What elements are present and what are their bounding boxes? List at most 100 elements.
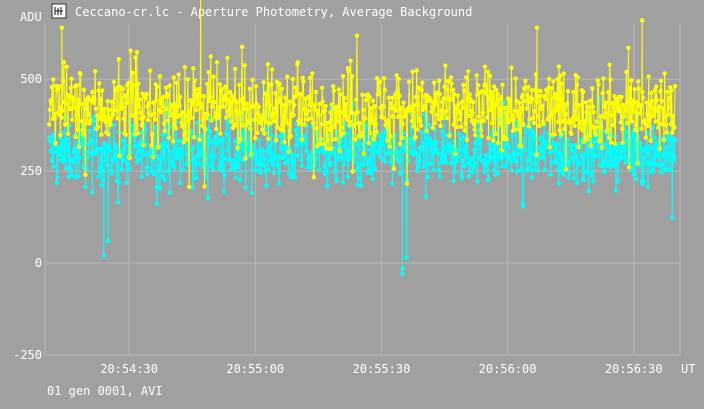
series-segment [251,155,253,193]
data-point [205,112,211,118]
data-point [271,170,277,175]
series-segment [430,145,432,164]
series-segment [210,56,212,121]
data-point [361,151,367,157]
data-point [388,134,393,139]
series-segment [348,71,350,126]
data-point [499,148,504,153]
series-segment [497,99,500,144]
series-segment [408,81,411,108]
series-segment [483,85,485,122]
data-point [577,125,582,130]
y-tick-label: 500 [20,72,42,86]
series-segment [460,139,462,175]
series-segment [265,95,268,123]
y-tick-label: -250 [13,348,42,362]
series-segment [281,88,283,125]
data-point [264,183,269,189]
data-point [537,123,542,129]
series-segment [179,96,182,116]
series-segment [101,90,104,120]
series-segment [116,87,119,119]
series-segment [660,80,663,101]
series-segment [300,143,302,161]
series-segment [176,82,178,117]
data-point [361,162,367,167]
series-segment [213,76,215,103]
data-point [262,156,267,161]
data-point [365,157,371,162]
data-point [506,145,511,150]
series-segment [67,95,70,134]
series-segment [297,141,299,156]
data-point [319,121,324,127]
series-segment [69,88,72,110]
data-point [368,170,374,176]
series-segment [334,148,337,179]
series-segment [164,87,167,110]
series-segment [625,131,628,161]
series-segment [355,99,357,140]
series-segment [83,89,86,109]
series-segment [327,129,330,149]
series-segment [478,92,481,122]
data-point [450,87,456,92]
data-point [339,125,344,131]
data-point [509,65,514,70]
series-segment [224,158,226,176]
data-point [436,116,441,122]
series-segment [114,88,116,111]
data-point [434,140,439,145]
data-point [354,142,359,148]
series-segment [591,88,594,107]
data-point [363,116,368,121]
data-point [545,117,550,122]
data-point [639,18,645,23]
series-segment [524,80,527,101]
series-segment [434,95,437,124]
series-segment [247,124,250,144]
series-segment [344,124,347,159]
series-segment [323,110,326,144]
series-segment [472,102,475,125]
series-segment [169,85,171,116]
series-segment [94,71,97,109]
series-segment [281,133,283,158]
series-segment [255,86,258,105]
data-point [276,181,282,186]
data-point [159,109,164,115]
series-segment [538,96,541,126]
series-segment [554,110,556,135]
series-segment [515,78,517,102]
series-segment [664,73,666,117]
data-point [460,105,465,110]
series-segment [356,35,359,113]
series-segment [185,115,188,140]
series-segment [669,139,672,170]
series-segment [268,146,270,170]
series-segment [240,100,242,139]
series-segment [501,84,504,139]
series-segment [503,102,506,155]
data-point [366,140,371,146]
series-segment [277,102,279,128]
data-point [349,74,355,79]
series-segment [374,106,377,125]
series-segment [673,86,676,128]
data-point [462,128,468,133]
series-segment [476,138,479,182]
series-segment [462,84,464,108]
series-segment [441,131,444,157]
series-segment [363,117,366,154]
data-point [466,113,472,119]
series-segment [311,151,313,169]
series-segment [494,89,497,134]
series-segment [184,67,187,133]
series-segment [182,112,185,143]
series-segment [300,94,302,120]
series-segment [637,129,640,166]
series-segment [443,117,446,156]
series-segment [84,169,87,187]
data-point [111,112,116,117]
